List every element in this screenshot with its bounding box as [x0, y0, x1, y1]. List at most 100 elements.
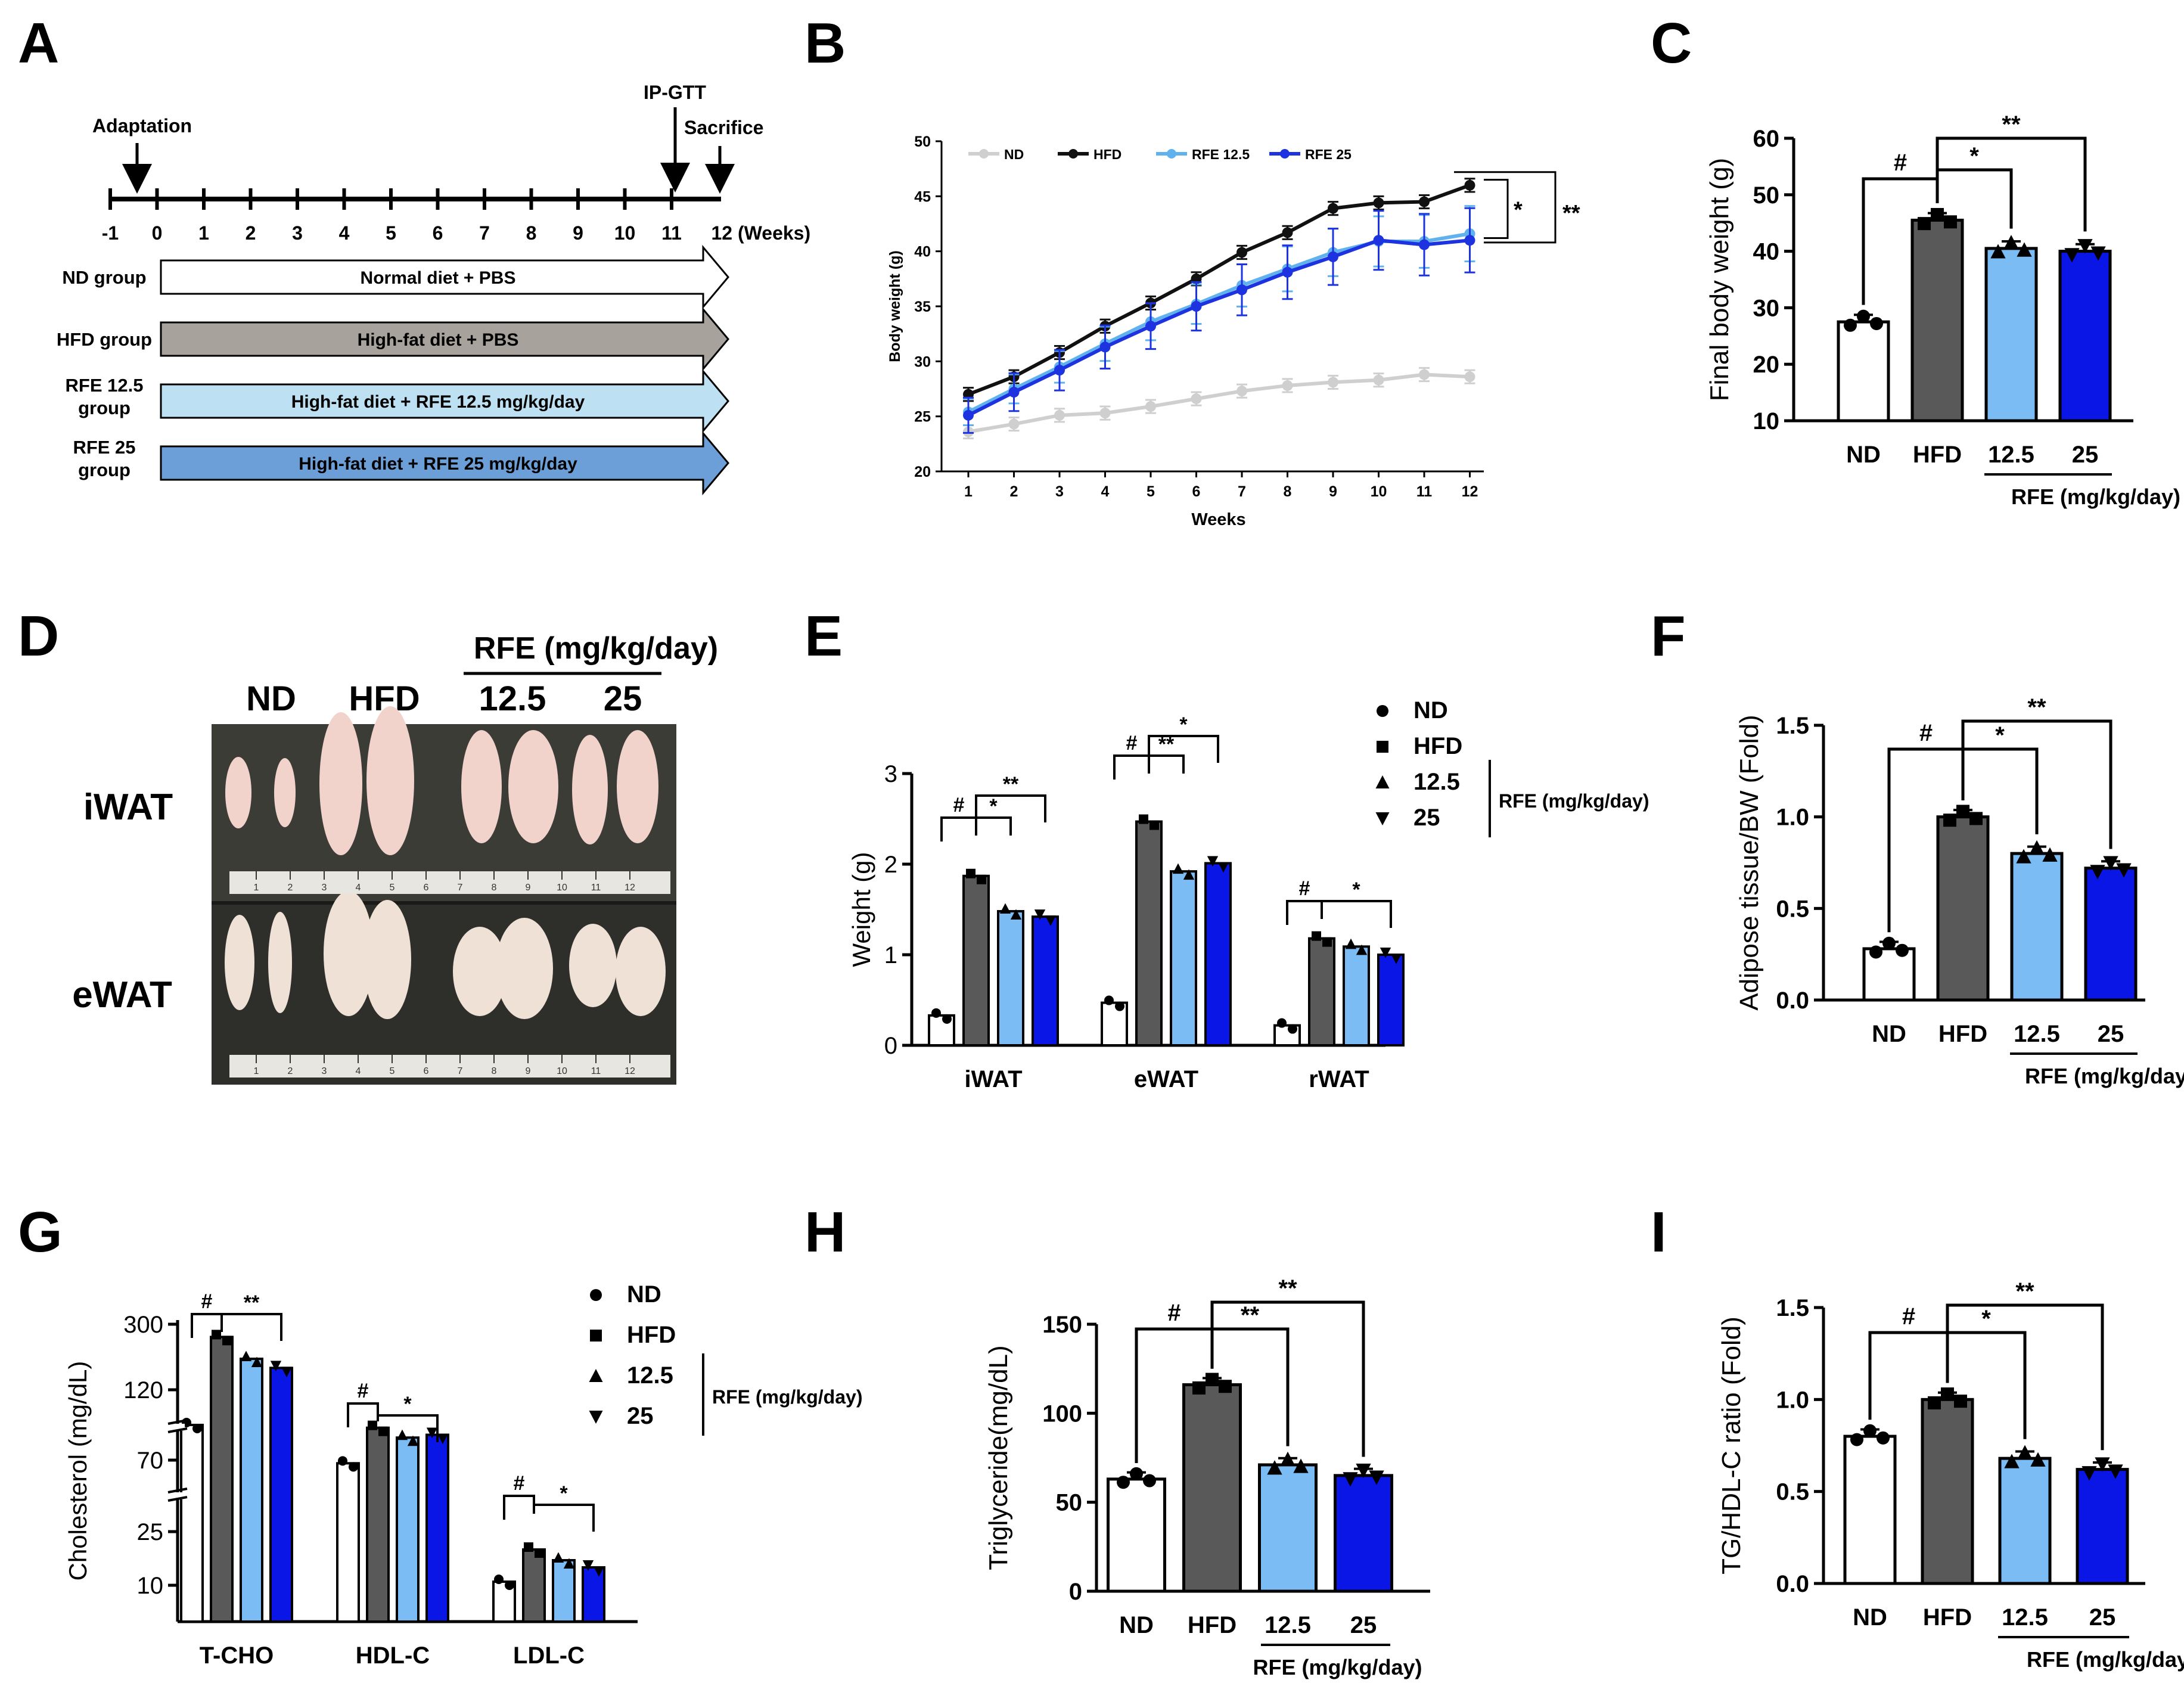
- ruler-number: 3: [322, 1066, 327, 1076]
- data-point: [1918, 217, 1931, 231]
- iwat-tissue: [274, 758, 296, 827]
- bar: [396, 1436, 420, 1623]
- x-tick-label: eWAT: [1134, 1066, 1198, 1092]
- x-tick-label: HFD: [1923, 1604, 1972, 1631]
- bar: [210, 1336, 234, 1623]
- legend-rfe-label: RFE (mg/kg/day): [1499, 790, 1649, 812]
- data-point: [1369, 1470, 1384, 1485]
- panel-letter-e: E: [804, 604, 843, 668]
- y-tick-label: 150: [1042, 1312, 1082, 1338]
- sig-star: *: [1179, 713, 1188, 736]
- timeline-tick-label: 7: [479, 222, 490, 244]
- bar: [1273, 1024, 1301, 1047]
- y-tick-label: 35: [914, 299, 931, 315]
- legend-marker: [1377, 705, 1388, 717]
- sig-bracket: [1148, 735, 1219, 774]
- sig-bracket-rfe25: [1946, 1303, 2104, 1451]
- iwat-tissue: [319, 712, 362, 855]
- timeline-tick-label: 2: [246, 222, 256, 244]
- treatment-text: High-fat diet + RFE 25 mg/kg/day: [299, 454, 577, 474]
- data-point: [1282, 380, 1293, 391]
- data-point: [1328, 251, 1338, 262]
- data-point: [963, 409, 974, 421]
- x-tick-label: 4: [1101, 483, 1110, 500]
- ruler-number: 1: [254, 883, 259, 893]
- panel-letter-g: G: [18, 1200, 63, 1264]
- x-tick-label: 7: [1238, 483, 1246, 500]
- y-tick-label: 0.0: [1776, 1571, 1809, 1597]
- iwat-tissue: [572, 735, 608, 844]
- treatment-arrow: [160, 244, 729, 310]
- ruler-number: 4: [356, 883, 361, 893]
- panel-letter-c: C: [1651, 11, 1692, 75]
- data-point: [1191, 393, 1202, 405]
- cholesterol-chart: 10 25 70 120 300 Cholesterol (mg/dL) T-CHO HDL-…: [64, 1281, 862, 1669]
- y-tick-label: 0.5: [1776, 896, 1809, 922]
- x-tick-label: HFD: [1188, 1612, 1237, 1638]
- bar: [1182, 1383, 1242, 1593]
- data-point: [2108, 1464, 2123, 1479]
- y-tick-label: 10: [1753, 408, 1780, 434]
- sig-star: *: [1995, 722, 2005, 749]
- panel-letter-f: F: [1651, 604, 1686, 668]
- bar: [1135, 820, 1163, 1047]
- data-point: [524, 1542, 533, 1552]
- ruler-number: 11: [591, 883, 601, 893]
- legend-label: HFD: [627, 1322, 676, 1348]
- data-point: [1373, 374, 1384, 386]
- group-label: HFD group: [57, 329, 152, 350]
- data-point: [1464, 179, 1475, 191]
- sig-bracket-hash: [347, 1402, 379, 1427]
- x-tick-label: 9: [1329, 483, 1337, 500]
- timeline-tick-label: 9: [573, 222, 583, 244]
- x-tick-label: ND: [1846, 442, 1881, 468]
- sig-bracket: [533, 1504, 595, 1532]
- data-point: [368, 1420, 377, 1430]
- bar: [1170, 870, 1197, 1047]
- bar: [1101, 1001, 1128, 1047]
- data-point: [2004, 1454, 2020, 1468]
- data-point: [1054, 365, 1065, 376]
- x-tick-label: 11: [1416, 483, 1433, 500]
- sig-bracket: [976, 816, 1012, 836]
- bar: [492, 1580, 516, 1623]
- iwat-tissue: [617, 730, 658, 843]
- data-point: [1328, 203, 1338, 214]
- y-tick-label: 45: [914, 188, 931, 205]
- legend-marker: [589, 1411, 603, 1424]
- data-point: [1312, 931, 1321, 941]
- data-point: [1882, 936, 1896, 950]
- legend-label: 25: [627, 1403, 654, 1429]
- x-tick-label: 25: [2098, 1021, 2124, 1047]
- y-tick-label: 30: [1753, 295, 1780, 321]
- data-point: [1139, 814, 1148, 824]
- bar: [1032, 915, 1059, 1047]
- axis-break-mark: [167, 1496, 188, 1502]
- ruler-number: 10: [557, 1066, 567, 1076]
- x-tick-label: 12.5: [1265, 1612, 1311, 1638]
- rfe-group-label: RFE (mg/kg/day): [2011, 485, 2180, 509]
- data-point: [1870, 316, 1883, 330]
- legend-marker: [1280, 149, 1290, 159]
- data-point: [1237, 386, 1247, 397]
- legend-label: RFE 12.5: [1192, 147, 1250, 162]
- bar: [180, 1424, 204, 1623]
- data-point: [1054, 409, 1065, 421]
- x-tick-label: 12.5: [1988, 442, 2034, 468]
- data-point: [281, 1367, 293, 1377]
- panel-letter-a: A: [18, 11, 59, 75]
- y-axis-title: Body weight (g): [887, 250, 903, 362]
- photo-col-12-5: 12.5: [479, 679, 546, 718]
- legend-label: ND: [627, 1281, 661, 1308]
- bar: [240, 1358, 263, 1623]
- timeline-tick-label: 5: [386, 222, 396, 244]
- data-point: [1293, 1458, 1309, 1473]
- data-point: [1928, 1396, 1941, 1409]
- legend-label: HFD: [1093, 147, 1121, 162]
- bar: [1998, 1457, 2052, 1585]
- ruler-number: 6: [424, 883, 429, 893]
- legend-marker: [589, 1369, 603, 1382]
- ipgtt-label: IP-GTT: [644, 82, 706, 103]
